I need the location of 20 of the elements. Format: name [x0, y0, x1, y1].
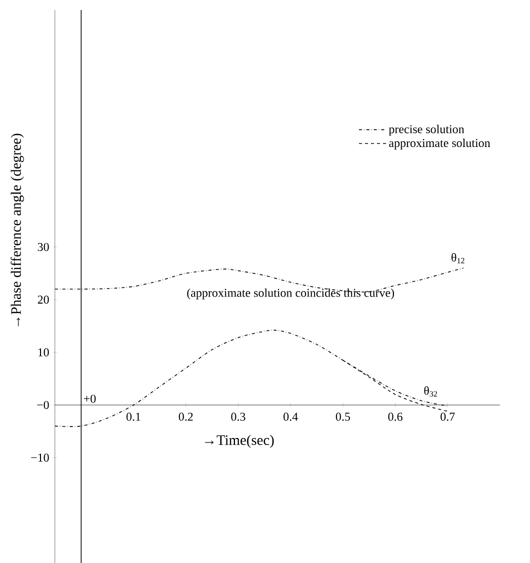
- x-tick-label: 0.3: [231, 412, 246, 421]
- x-tick-label: 0.7: [440, 412, 455, 421]
- legend-label: precise solution: [388, 124, 464, 136]
- y-tick-label: −0: [37, 400, 49, 410]
- x-tick-label: 0.2: [178, 412, 193, 421]
- annotation: +0: [84, 394, 96, 403]
- annotation: θ$_{12}$: [452, 253, 464, 264]
- x-tick-label: 0.1: [126, 412, 140, 421]
- x-tick-label: 0.6: [388, 412, 402, 421]
- y-tick-label: 30: [38, 242, 49, 252]
- y-tick-label: 20: [38, 296, 49, 304]
- y-axis-title: →Phase difference angle (degree): [10, 134, 24, 326]
- y-tick-label: 10: [38, 348, 49, 356]
- annotation: θ$_{32}$: [424, 386, 437, 397]
- annotation: (approximate solution coincides this curve): [187, 288, 394, 300]
- x-tick-label: 0.5: [336, 412, 350, 421]
- legend-label: approximate solution: [389, 138, 490, 150]
- x-axis-title: →Time(sec): [205, 434, 274, 448]
- x-tick-label: 0.4: [284, 412, 298, 421]
- y-tick-label: −10: [31, 454, 49, 462]
